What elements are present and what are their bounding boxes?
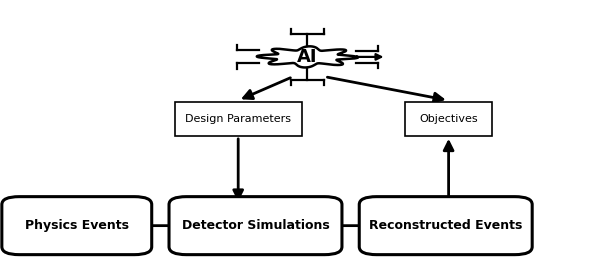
Text: Physics Events: Physics Events xyxy=(25,219,129,232)
Text: Design Parameters: Design Parameters xyxy=(185,114,291,124)
Text: Detector Simulations: Detector Simulations xyxy=(182,219,329,232)
FancyBboxPatch shape xyxy=(359,197,532,255)
FancyBboxPatch shape xyxy=(175,102,302,136)
FancyBboxPatch shape xyxy=(169,197,342,255)
Text: Reconstructed Events: Reconstructed Events xyxy=(369,219,522,232)
Polygon shape xyxy=(257,46,358,67)
FancyBboxPatch shape xyxy=(2,197,151,255)
FancyBboxPatch shape xyxy=(405,102,492,136)
Text: AI: AI xyxy=(297,48,318,66)
Text: Objectives: Objectives xyxy=(419,114,478,124)
